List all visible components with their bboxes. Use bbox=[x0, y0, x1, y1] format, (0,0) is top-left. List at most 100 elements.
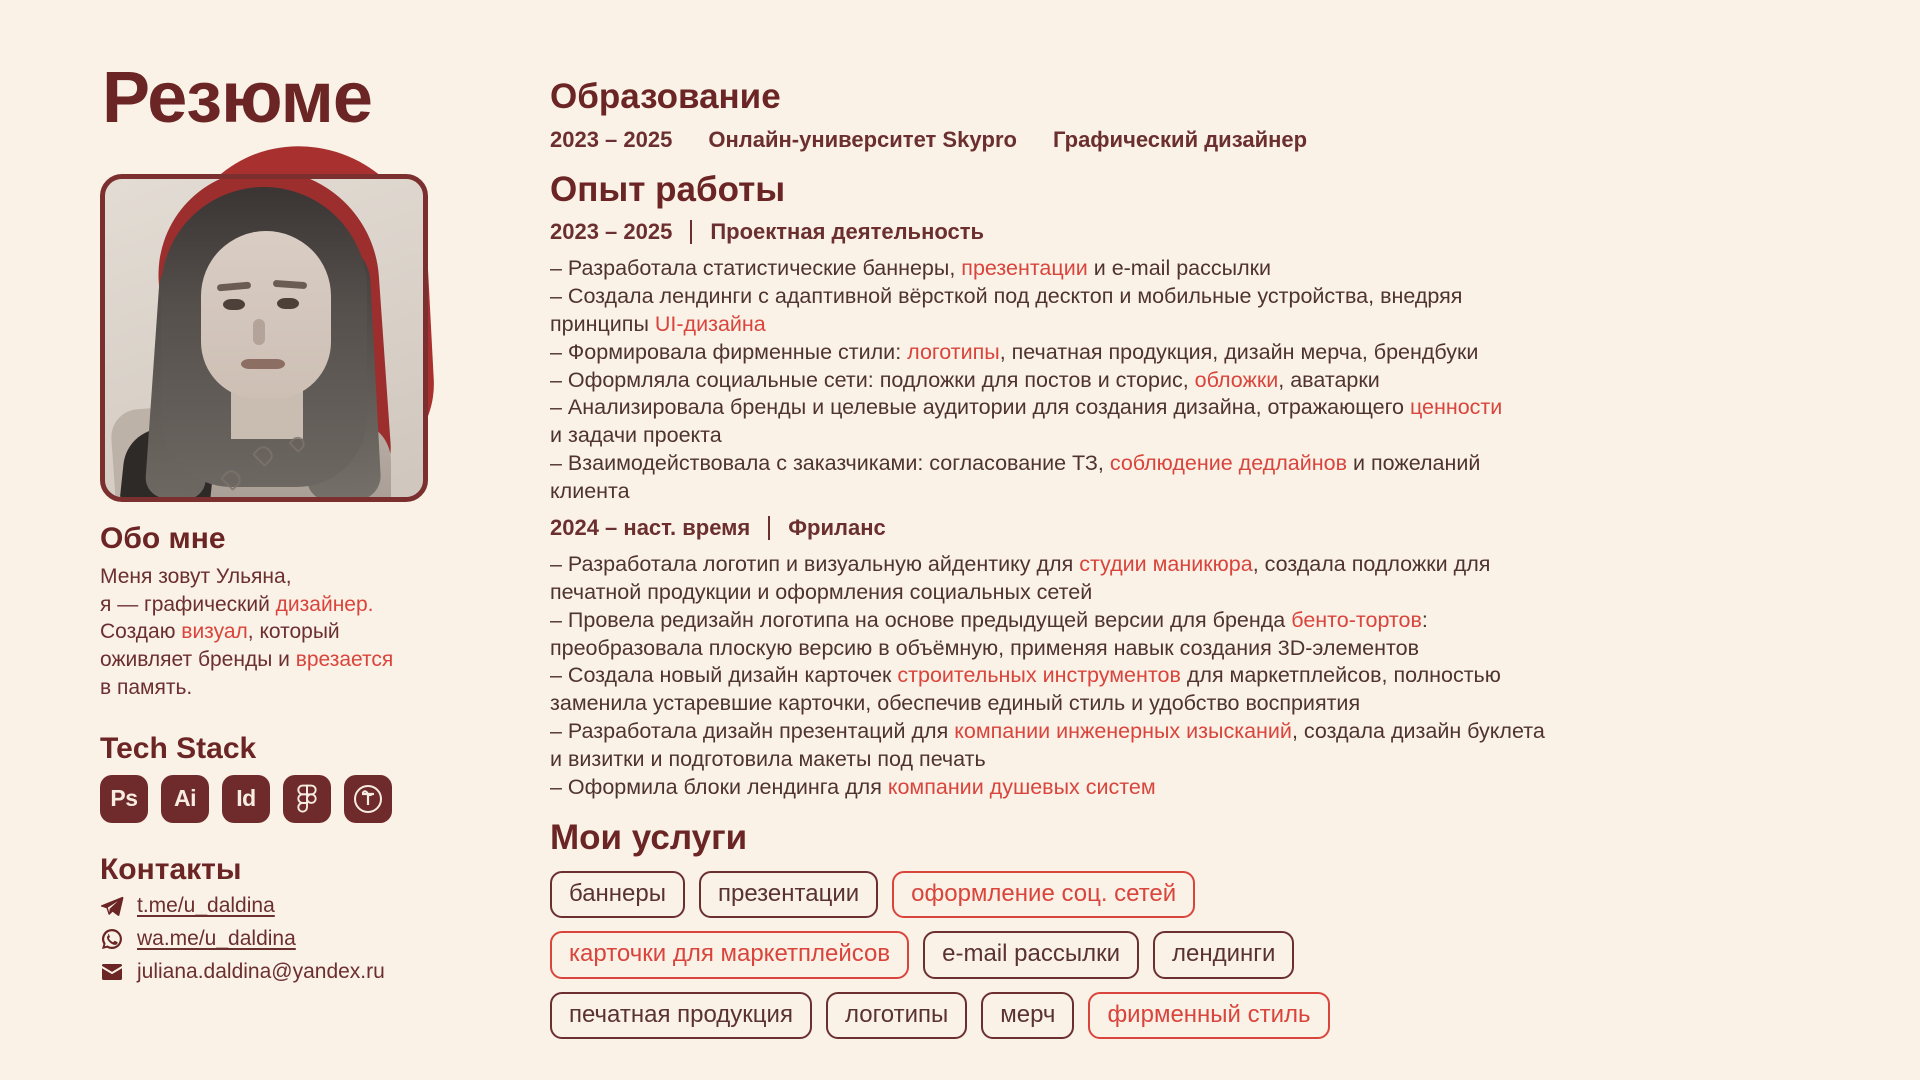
page-title: Резюме bbox=[102, 58, 373, 138]
about-line: оживляет бренды и врезается bbox=[100, 646, 520, 674]
highlight-text: ценности bbox=[1409, 395, 1503, 420]
plain-text: в память. bbox=[100, 675, 193, 699]
highlight-text: визуал bbox=[181, 620, 248, 644]
contact-link[interactable]: juliana.daldina@yandex.ru bbox=[137, 959, 385, 983]
job-separator bbox=[690, 220, 693, 244]
figma-icon[interactable] bbox=[283, 774, 331, 823]
job-bullet-line: – Оформила блоки лендинга для компании д… bbox=[550, 774, 1860, 801]
service-tag[interactable]: e-mail рассылки bbox=[923, 931, 1139, 979]
service-tag[interactable]: карточки для маркетплейсов bbox=[550, 931, 910, 979]
highlight-text: строительных инструментов bbox=[897, 663, 1181, 688]
job-bullet-line: – Создала лендинги с адаптивной вёрсткой… bbox=[550, 283, 1860, 310]
job-bullet-line: – Провела редизайн логотипа на основе пр… bbox=[550, 607, 1860, 634]
highlight-text: логотипы bbox=[907, 339, 1000, 364]
service-tag[interactable]: логотипы bbox=[825, 991, 968, 1039]
job-separator bbox=[768, 515, 771, 540]
job-bullet-line: – Оформляла социальные сети: подложки дл… bbox=[550, 367, 1860, 394]
education-period: 2023 – 2025 bbox=[550, 126, 673, 152]
job-bullet-line: клиента bbox=[550, 478, 1860, 505]
plain-text: – Разработала логотип и визуальную айден… bbox=[550, 551, 1080, 576]
education-entry: 2023 – 2025 Онлайн-университет Skypro Гр… bbox=[550, 127, 1860, 153]
service-tag[interactable]: фирменный стиль bbox=[1088, 991, 1330, 1039]
service-tag[interactable]: мерч bbox=[981, 991, 1075, 1039]
highlight-text: компании душевых систем bbox=[887, 774, 1156, 799]
email-icon bbox=[100, 960, 124, 984]
photoshop-icon[interactable]: Ps bbox=[100, 774, 148, 823]
job-bullet-line: – Взаимодействовала с заказчиками: согла… bbox=[550, 450, 1860, 477]
plain-text: , создала подложки для bbox=[1252, 551, 1491, 576]
job-bullets: – Разработала статистические баннеры, пр… bbox=[550, 255, 1860, 505]
service-tag[interactable]: печатная продукция bbox=[550, 991, 812, 1039]
photo-image bbox=[105, 179, 423, 497]
highlight-text: обложки bbox=[1194, 367, 1279, 392]
tech-stack-list: Ps Ai Id bbox=[100, 774, 538, 823]
service-tag[interactable]: презентации bbox=[699, 871, 879, 919]
contact-row[interactable]: juliana.daldina@yandex.ru bbox=[100, 960, 538, 984]
plain-text: Меня зовут Ульяна, bbox=[100, 565, 292, 588]
job-bullet-line: преобразовала плоскую версию в объёмную,… bbox=[550, 635, 1860, 662]
job-bullet-line: и задачи проекта bbox=[550, 422, 1860, 449]
plain-text: , печатная продукция, дизайн мерча, брен… bbox=[999, 339, 1479, 364]
tilda-icon[interactable] bbox=[344, 774, 392, 823]
plain-text: и визитки и подготовила макеты под печат… bbox=[550, 747, 986, 771]
plain-text: печатной продукции и оформления социальн… bbox=[550, 579, 1093, 604]
job-bullet-line: и визитки и подготовила макеты под печат… bbox=[550, 746, 1860, 773]
job-bullet-line: заменила устаревшие карточки, обеспечив … bbox=[550, 690, 1860, 717]
plain-text: – Создала лендинги с адаптивной вёрсткой… bbox=[550, 283, 1463, 308]
plain-text: и пожеланий bbox=[1347, 451, 1481, 476]
about-heading: Обо мне bbox=[100, 522, 226, 555]
photo-frame bbox=[100, 174, 428, 502]
service-tag-row: карточки для маркетплейсов e-mail рассылк… bbox=[550, 931, 1860, 979]
contact-row[interactable]: t.me/u_daldina bbox=[100, 894, 538, 918]
about-text: Меня зовут Ульяна, я — графический дизайн… bbox=[100, 563, 520, 702]
plain-text: Создаю bbox=[100, 620, 182, 644]
experience-list: 2023 – 2025 Проектная деятельность – Разра… bbox=[550, 219, 1860, 801]
plain-text: – Создала новый дизайн карточек bbox=[550, 663, 898, 688]
plain-text: и e-mail рассылки bbox=[1087, 256, 1272, 280]
job-header: 2024 – наст. время Фриланс bbox=[550, 515, 1860, 541]
plain-text: – Формировала фирменные стили: bbox=[550, 339, 908, 364]
job-period: 2024 – наст. время bbox=[550, 514, 751, 540]
education-institution: Онлайн-университет Skypro bbox=[708, 126, 1017, 152]
plain-text: – Разработала дизайн презентаций для bbox=[550, 719, 955, 744]
plain-text: – Взаимодействовала с заказчиками: согла… bbox=[550, 451, 1110, 476]
plain-text: клиента bbox=[550, 479, 630, 503]
services-tag-list: баннеры презентации оформление соц. сетей к… bbox=[550, 871, 1860, 1039]
services-heading: Мои услуги bbox=[550, 817, 748, 857]
job-bullet-line: – Разработала статистические баннеры, пр… bbox=[550, 255, 1860, 282]
about-line: Меня зовут Ульяна, bbox=[100, 563, 520, 591]
service-tag[interactable]: баннеры bbox=[550, 871, 685, 919]
highlight-text: дизайнер. bbox=[275, 592, 374, 616]
service-tag[interactable]: лендинги bbox=[1153, 931, 1295, 979]
highlight-text: UI-дизайна bbox=[654, 311, 766, 336]
plain-text: , который bbox=[247, 620, 340, 644]
plain-text: , аватарки bbox=[1278, 367, 1380, 392]
service-tag-row: баннеры презентации оформление соц. сетей bbox=[550, 871, 1860, 919]
service-tag[interactable]: оформление соц. сетей bbox=[892, 871, 1196, 919]
job-period: 2023 – 2025 bbox=[550, 219, 673, 244]
indesign-icon[interactable]: Id bbox=[222, 774, 270, 823]
plain-text: оживляет бренды и bbox=[100, 648, 296, 672]
job-bullet-line: – Разработала логотип и визуальную айден… bbox=[550, 551, 1860, 578]
contact-link[interactable]: wa.me/u_daldina bbox=[137, 926, 296, 950]
plain-text: – Анализировала бренды и целевые аудитор… bbox=[550, 395, 1410, 420]
experience-heading: Опыт работы bbox=[550, 169, 786, 209]
plain-text: и задачи проекта bbox=[550, 423, 722, 448]
plain-text: : bbox=[1421, 607, 1428, 632]
job-header: 2023 – 2025 Проектная деятельность bbox=[550, 219, 1860, 245]
job-bullet-line: – Создала новый дизайн карточек строител… bbox=[550, 662, 1860, 689]
contact-row[interactable]: wa.me/u_daldina bbox=[100, 927, 538, 951]
job-bullet-line: – Формировала фирменные стили: логотипы,… bbox=[550, 339, 1860, 366]
illustrator-icon[interactable]: Ai bbox=[161, 774, 209, 823]
contact-link[interactable]: t.me/u_daldina bbox=[137, 893, 275, 917]
right-column: Образование 2023 – 2025 Онлайн-университ… bbox=[550, 77, 1860, 1052]
tech-stack-heading: Tech Stack bbox=[100, 731, 257, 765]
telegram-icon bbox=[100, 894, 124, 918]
education-program: Графический дизайнер bbox=[1053, 126, 1308, 152]
plain-text: – Провела редизайн логотипа на основе пр… bbox=[550, 607, 1292, 632]
education-heading: Образование bbox=[550, 77, 781, 116]
plain-text: – Разработала статистические баннеры, bbox=[550, 256, 962, 280]
job-bullet-line: принципы UI-дизайна bbox=[550, 311, 1860, 338]
highlight-text: компании инженерных изысканий bbox=[954, 719, 1292, 744]
